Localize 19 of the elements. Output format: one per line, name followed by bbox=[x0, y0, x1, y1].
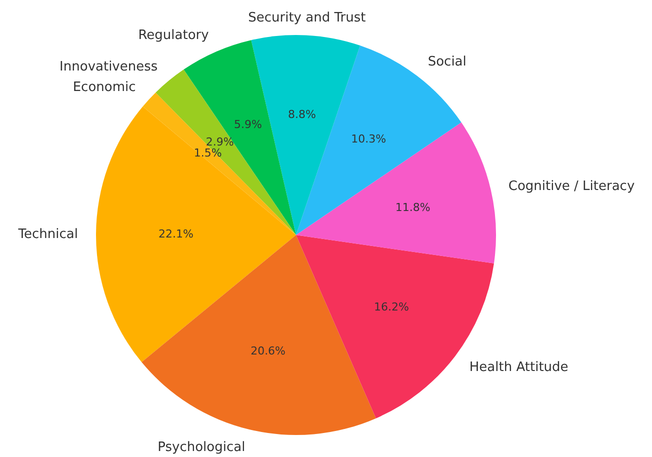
data-label: 2.9% bbox=[206, 135, 234, 148]
data-label: 8.8% bbox=[288, 108, 316, 122]
slice-label: Social bbox=[428, 54, 466, 70]
data-label: 10.3% bbox=[351, 132, 386, 146]
data-label: 5.9% bbox=[234, 118, 262, 132]
data-label: 16.2% bbox=[374, 300, 409, 314]
slice-label: Economic bbox=[72, 80, 136, 96]
data-label: 1.5% bbox=[194, 146, 222, 160]
slice-label: Health Attitude bbox=[469, 360, 568, 376]
slice-label: Innovativeness bbox=[60, 60, 158, 75]
data-label: 20.6% bbox=[250, 344, 286, 358]
data-label: 11.8% bbox=[395, 200, 430, 214]
slice-label: Technical bbox=[17, 227, 78, 242]
pie-slice bbox=[296, 122, 496, 264]
slice-label: Regulatory bbox=[138, 28, 210, 44]
data-label: 22.1% bbox=[158, 227, 194, 240]
slice-label: Security and Trust bbox=[248, 10, 366, 26]
slice-label: Psychological bbox=[158, 440, 246, 455]
slice-label: Cognitive / Literacy bbox=[508, 178, 635, 194]
